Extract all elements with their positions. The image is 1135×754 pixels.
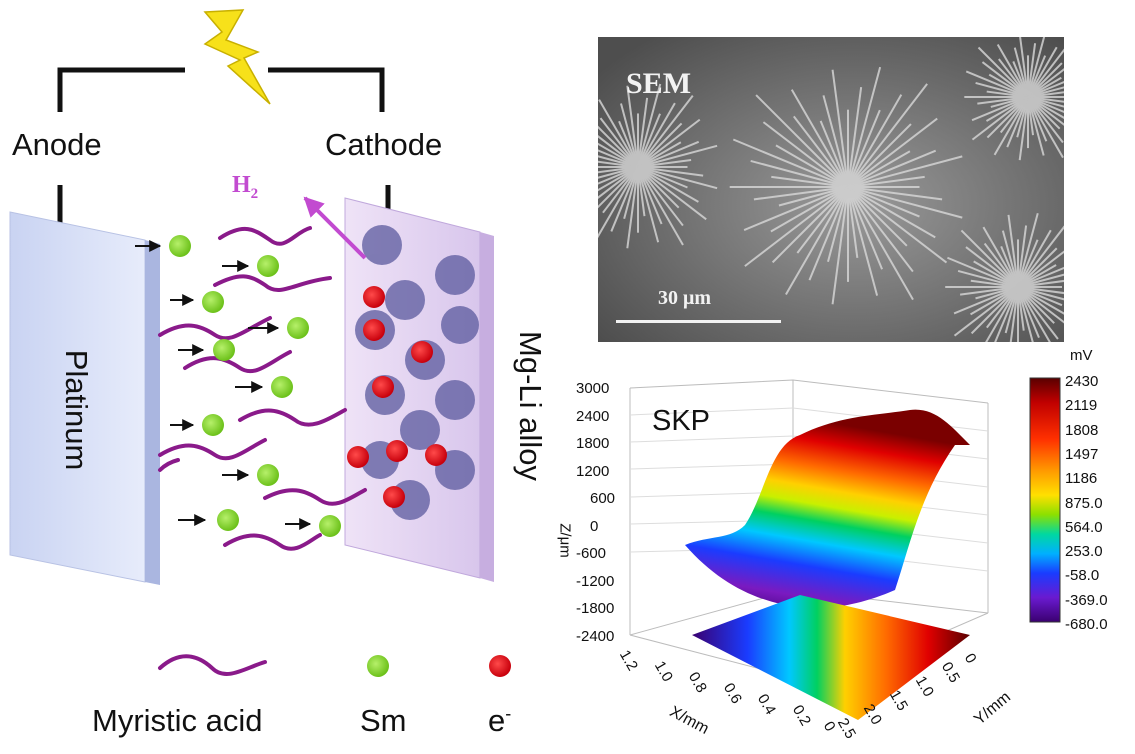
lightning-bolt-icon — [203, 9, 271, 105]
z-tick-1: 2400 — [576, 407, 610, 425]
platinum-label: Platinum — [59, 349, 94, 471]
colorbar-tick-4: 1186 — [1065, 470, 1098, 488]
colorbar-unit: mV — [1070, 347, 1093, 364]
z-tick-2: 1800 — [576, 435, 610, 452]
myristic-acid-chains — [158, 226, 367, 551]
z-tick-0: 3000 — [576, 380, 610, 397]
anode-label: Anode — [12, 127, 102, 162]
legend-electron-symbol — [489, 655, 511, 677]
colorbar-tick-6: 564.0 — [1065, 518, 1103, 536]
sm-dots — [169, 235, 341, 537]
colorbar-tick-9: -369.0 — [1065, 591, 1108, 609]
sem-micrograph: SEM 30 μm — [598, 37, 1064, 342]
skp-surface — [685, 409, 970, 608]
colorbar-tick-3: 1497 — [1065, 445, 1099, 463]
colorbar-tick-0: 2430 — [1065, 373, 1099, 390]
z-tick-8: -1800 — [576, 600, 615, 617]
h2-label: H2 — [232, 172, 259, 202]
colorbar-tick-10: -680.0 — [1065, 616, 1108, 633]
sem-title: SEM — [626, 67, 692, 100]
mg-li-label: Mg-Li alloy — [513, 331, 548, 481]
legend-myristic-acid: Myristic acid — [92, 703, 263, 738]
sem-scale-bar — [616, 320, 781, 323]
legend-electron: e- — [488, 703, 512, 738]
legend-sm-symbol — [367, 655, 389, 677]
z-tick-3: 1200 — [576, 462, 610, 480]
sem-texture — [598, 37, 1064, 342]
h2-arrow — [303, 196, 367, 260]
z-tick-7: -1200 — [576, 572, 615, 590]
z-tick-4: 600 — [590, 490, 616, 507]
platinum-electrode-edge — [145, 240, 160, 585]
skp-floor-projection — [692, 595, 970, 720]
z-axis-label: Z/μm — [556, 523, 574, 558]
cathode-label: Cathode — [325, 127, 443, 162]
colorbar-tick-8: -58.0 — [1065, 567, 1100, 585]
colorbar — [1029, 377, 1061, 623]
electrodeposition-schematic — [9, 9, 511, 677]
anode-wire — [57, 67, 185, 112]
legend-sm: Sm — [360, 703, 407, 738]
sem-scale-label: 30 μm — [658, 287, 711, 309]
colorbar-tick-5: 875.0 — [1065, 494, 1103, 512]
migration-arrows — [135, 240, 312, 530]
skp-plot — [629, 377, 1061, 720]
colorbar-tick-2: 1808 — [1065, 421, 1099, 439]
legend-acid-symbol — [158, 654, 267, 676]
colorbar-tick-1: 2119 — [1065, 397, 1098, 415]
electron-dots — [347, 286, 447, 508]
z-tick-9: -2400 — [576, 627, 615, 645]
skp-title: SKP — [652, 405, 711, 437]
cathode-wire — [268, 67, 385, 112]
z-tick-5: 0 — [590, 517, 599, 535]
z-tick-6: -600 — [576, 545, 607, 562]
mg-li-electrode-edge — [480, 232, 494, 582]
colorbar-tick-7: 253.0 — [1065, 543, 1103, 561]
